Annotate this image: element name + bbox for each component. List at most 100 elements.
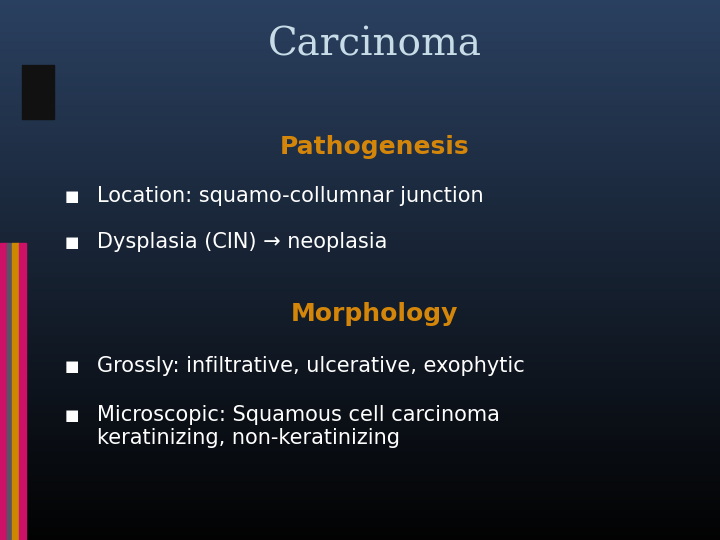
- Bar: [0, 100, 720, 103]
- Bar: [0, 389, 720, 392]
- Bar: [0, 524, 720, 526]
- Bar: [0, 57, 720, 59]
- Bar: [0, 489, 720, 491]
- Bar: [0, 127, 720, 130]
- Text: Location: squamo-collumnar junction: Location: squamo-collumnar junction: [97, 186, 484, 206]
- Bar: [19, 243, 26, 540]
- Bar: [0, 162, 720, 165]
- Bar: [0, 84, 720, 86]
- Bar: [0, 275, 720, 278]
- Bar: [0, 211, 720, 213]
- Text: Dysplasia (CIN) → neoplasia: Dysplasia (CIN) → neoplasia: [97, 232, 387, 252]
- Bar: [0, 232, 720, 235]
- Bar: [0, 526, 720, 529]
- Bar: [0, 124, 720, 127]
- Bar: [0, 19, 720, 22]
- Bar: [0, 194, 720, 197]
- Bar: [0, 456, 720, 459]
- Bar: [0, 213, 720, 216]
- Bar: [0, 300, 720, 302]
- Bar: [0, 108, 720, 111]
- Bar: [0, 122, 720, 124]
- Bar: [0, 383, 720, 386]
- Bar: [0, 130, 720, 132]
- Bar: [0, 278, 720, 281]
- Bar: [0, 335, 720, 338]
- Bar: [0, 392, 720, 394]
- Bar: [0, 378, 720, 381]
- Bar: [0, 186, 720, 189]
- Bar: [0, 410, 720, 413]
- Bar: [0, 362, 720, 364]
- Bar: [0, 181, 720, 184]
- Bar: [7, 243, 12, 540]
- Bar: [0, 338, 720, 340]
- Bar: [0, 216, 720, 219]
- Bar: [0, 394, 720, 397]
- Bar: [0, 254, 720, 256]
- Bar: [0, 105, 720, 108]
- Bar: [0, 354, 720, 356]
- Bar: [0, 94, 720, 97]
- Bar: [0, 375, 720, 378]
- Bar: [0, 224, 720, 227]
- Bar: [0, 11, 720, 14]
- Bar: [0, 502, 720, 505]
- Bar: [0, 532, 720, 535]
- Bar: [0, 8, 720, 11]
- Bar: [0, 92, 720, 94]
- Bar: [0, 78, 720, 81]
- Bar: [0, 429, 720, 432]
- Bar: [22, 65, 54, 119]
- Text: Carcinoma: Carcinoma: [267, 27, 482, 64]
- Bar: [0, 478, 720, 481]
- Bar: [0, 230, 720, 232]
- Bar: [0, 16, 720, 19]
- Bar: [0, 24, 720, 27]
- Bar: [0, 435, 720, 437]
- Bar: [0, 0, 720, 3]
- Bar: [0, 483, 720, 486]
- Bar: [0, 38, 720, 40]
- Bar: [0, 208, 720, 211]
- Text: ■: ■: [65, 359, 79, 374]
- Bar: [0, 256, 720, 259]
- Bar: [0, 343, 720, 346]
- Bar: [0, 440, 720, 443]
- Bar: [0, 421, 720, 424]
- Bar: [0, 319, 720, 321]
- Bar: [0, 167, 720, 170]
- Bar: [0, 140, 720, 143]
- Bar: [0, 508, 720, 510]
- Bar: [0, 30, 720, 32]
- Bar: [0, 294, 720, 297]
- Bar: [0, 313, 720, 316]
- Bar: [0, 397, 720, 400]
- Bar: [0, 35, 720, 38]
- Bar: [0, 132, 720, 135]
- Bar: [0, 424, 720, 427]
- Bar: [0, 448, 720, 451]
- Bar: [0, 470, 720, 472]
- Bar: [0, 165, 720, 167]
- Bar: [0, 200, 720, 202]
- Bar: [0, 159, 720, 162]
- Bar: [0, 189, 720, 192]
- Bar: [0, 97, 720, 100]
- Bar: [0, 327, 720, 329]
- Bar: [0, 251, 720, 254]
- Bar: [0, 284, 720, 286]
- Bar: [0, 370, 720, 373]
- Bar: [0, 68, 720, 70]
- Bar: [0, 454, 720, 456]
- Bar: [0, 432, 720, 435]
- Bar: [0, 148, 720, 151]
- Bar: [0, 119, 720, 122]
- Bar: [0, 437, 720, 440]
- Bar: [0, 467, 720, 470]
- Bar: [0, 81, 720, 84]
- Bar: [0, 348, 720, 351]
- Bar: [0, 265, 720, 267]
- Bar: [0, 176, 720, 178]
- Bar: [0, 310, 720, 313]
